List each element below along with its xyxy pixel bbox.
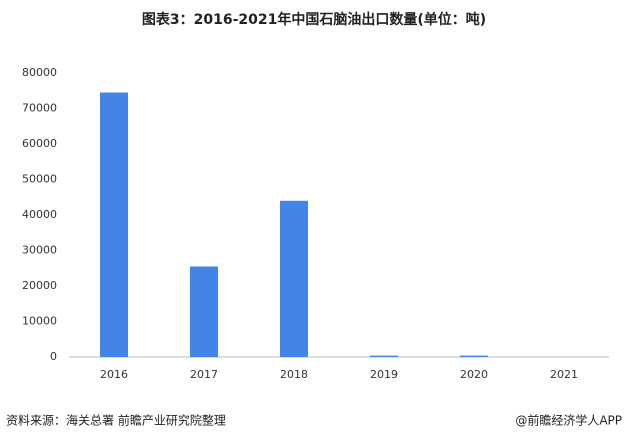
y-tick-label: 70000 [22, 102, 57, 115]
bar [100, 92, 128, 358]
x-tick-label: 2019 [370, 368, 398, 381]
y-tick-label: 60000 [22, 137, 57, 150]
bar [280, 200, 308, 357]
y-tick-label: 0 [50, 350, 57, 363]
x-tick-label: 2021 [550, 368, 578, 381]
credit: @前瞻经济学人APP [515, 413, 622, 428]
y-tick-label: 80000 [22, 66, 57, 79]
x-tick-label: 2020 [460, 368, 488, 381]
x-tick-label: 2016 [100, 368, 128, 381]
x-tick-label: 2017 [190, 368, 218, 381]
y-tick-label: 40000 [22, 208, 57, 221]
source-note: 资料来源：海关总署 前瞻产业研究院整理 [6, 413, 226, 428]
bar [190, 266, 218, 357]
x-tick-label: 2018 [280, 368, 308, 381]
chart-title: 图表3：2016-2021年中国石脑油出口数量(单位：吨) [142, 11, 486, 28]
y-tick-label: 50000 [22, 173, 57, 186]
y-tick-label: 30000 [22, 244, 57, 257]
y-tick-label: 10000 [22, 315, 57, 328]
bar [370, 355, 398, 357]
bar [460, 355, 488, 357]
y-tick-label: 20000 [22, 279, 57, 292]
